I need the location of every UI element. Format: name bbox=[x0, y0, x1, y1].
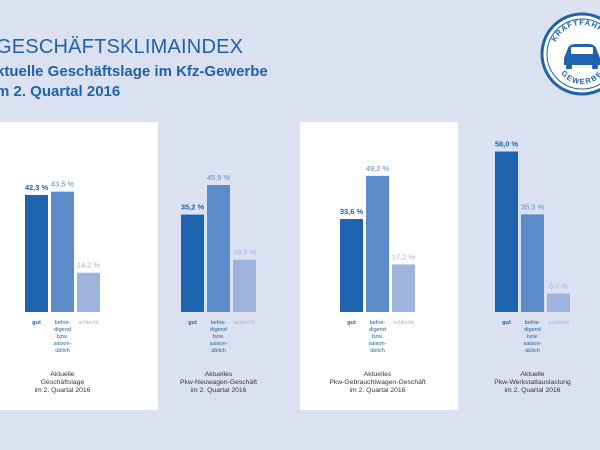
category-label-2-1: gut bbox=[188, 320, 197, 326]
page-subtitle-period: m 2. Quartal 2016 bbox=[0, 83, 121, 100]
chart-caption-2-1: Aktuelles bbox=[205, 371, 233, 378]
chart-caption-2-3: im 2. Quartal 2016 bbox=[191, 387, 247, 394]
bar-3-1 bbox=[340, 219, 363, 312]
chart-caption-3-1: Aktuelles bbox=[364, 371, 392, 378]
value-label-1-3: 14,2 % bbox=[77, 261, 101, 270]
bar-3-3 bbox=[392, 264, 415, 312]
bar-4-3 bbox=[547, 293, 570, 312]
value-label-2-2: 45,9 % bbox=[207, 173, 231, 182]
value-label-3-2: 49,2 % bbox=[366, 164, 390, 173]
value-label-1-2: 43,5 % bbox=[51, 180, 75, 189]
bar-1-2 bbox=[51, 191, 74, 312]
chart-caption-2-2: Pkw-Neuwagen-Geschäft bbox=[180, 379, 257, 386]
category-label-4-1: gut bbox=[502, 320, 511, 326]
value-label-2-1: 35,2 % bbox=[181, 203, 205, 212]
category-label-3-3: schlecht bbox=[393, 320, 414, 326]
category-label-3-2: befrie-digend bzw. saison-üblich bbox=[368, 320, 386, 354]
bar-1-3 bbox=[77, 272, 100, 312]
category-label-2-2: befrie-digend bzw. saison-üblich bbox=[209, 320, 227, 354]
chart-caption-1-1: Aktuelle bbox=[50, 371, 74, 378]
chart-caption-4-1: Aktuelle bbox=[520, 371, 544, 378]
value-label-4-1: 58,0 % bbox=[495, 140, 519, 149]
value-label-2-3: 18,9 % bbox=[233, 248, 257, 257]
category-label-1-1: gut bbox=[32, 320, 41, 326]
value-label-1-1: 42,3 % bbox=[25, 183, 49, 192]
bar-2-1 bbox=[181, 214, 204, 312]
chart-caption-4-2: Pkw-Werkstattauslastung bbox=[494, 379, 571, 386]
chart-caption-1-2: Geschäftslage bbox=[41, 379, 85, 386]
bar-1-1 bbox=[25, 194, 48, 312]
value-label-3-1: 33,6 % bbox=[340, 207, 364, 216]
chart-caption-4-3: im 2. Quartal 2016 bbox=[505, 387, 561, 394]
kfz-gewerbe-logo: KRAFTFAHRZE GEWERBE bbox=[540, 12, 600, 96]
chart-caption-3-3: im 2. Quartal 2016 bbox=[350, 387, 406, 394]
bar-3-2 bbox=[366, 175, 389, 312]
category-label-1-3: schlecht bbox=[78, 320, 99, 326]
value-label-4-3: 6,7 % bbox=[549, 281, 569, 290]
bar-4-1 bbox=[495, 151, 518, 312]
category-label-1-2: befrie-digend bzw. saison-üblich bbox=[53, 320, 71, 354]
page-subtitle: ktuelle Geschäftslage im Kfz-Gewerbe bbox=[0, 63, 268, 80]
page-title: GESCHÄFTSKLIMAINDEX bbox=[0, 36, 244, 58]
category-label-2-3: schlecht bbox=[234, 320, 255, 326]
bar-2-2 bbox=[207, 185, 230, 312]
category-label-4-2: befrie-digend bzw. saison-üblich bbox=[523, 320, 541, 354]
value-label-3-3: 17,2 % bbox=[392, 252, 416, 261]
value-label-4-2: 35,3 % bbox=[521, 202, 545, 211]
bar-4-2 bbox=[521, 214, 544, 312]
chart-caption-3-2: Pkw-Gebrauchtwagen-Geschäft bbox=[329, 379, 425, 386]
chart-caption-1-3: im 2. Quartal 2016 bbox=[35, 387, 91, 394]
car-icon bbox=[564, 44, 600, 69]
category-label-4-3: schlecht bbox=[548, 320, 569, 326]
category-label-3-1: gut bbox=[347, 320, 356, 326]
bar-2-3 bbox=[233, 259, 256, 312]
header: GESCHÄFTSKLIMAINDEX ktuelle Geschäftslag… bbox=[0, 36, 416, 101]
